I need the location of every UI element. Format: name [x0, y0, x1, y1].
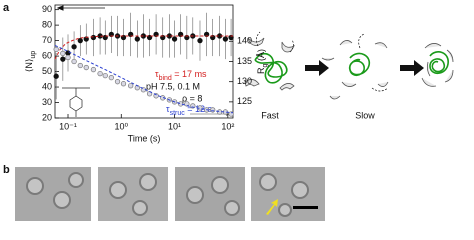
- data-point: [83, 64, 89, 71]
- label-part: R: [256, 67, 266, 74]
- data-point: [184, 101, 190, 107]
- data-point: [171, 36, 178, 42]
- step-label: Fast: [261, 110, 279, 120]
- data-point: [65, 54, 71, 61]
- label-part: up: [30, 51, 37, 59]
- y-tick-label: 90: [42, 4, 52, 14]
- y-tick-label: 50: [42, 66, 52, 76]
- y2-tick-label: 125: [237, 96, 252, 106]
- data-point: [60, 50, 66, 57]
- step-label: Slow: [355, 110, 375, 120]
- panel-label: b: [3, 164, 10, 176]
- inset-structure: [62, 87, 90, 117]
- label-part: τ: [155, 69, 159, 79]
- data-point: [102, 72, 108, 79]
- label-part: = 17 ms: [172, 69, 207, 79]
- data-point: [83, 36, 89, 42]
- x-tick-label: 10¹: [168, 121, 181, 131]
- fit-line: [54, 35, 233, 60]
- y-axis-label: ⟨N⟩up: [24, 51, 36, 72]
- y-tick-label: 20: [42, 112, 52, 122]
- data-point: [134, 36, 140, 42]
- x-tick-label: 10⁻¹: [59, 121, 77, 131]
- data-point: [60, 56, 66, 62]
- data-point: [97, 70, 103, 77]
- data-point: [77, 37, 83, 44]
- arrows: [56, 5, 231, 116]
- annotation: pH 7.5, 0.1 M: [146, 81, 200, 91]
- fit-line: [54, 44, 234, 114]
- y-tick-label: 80: [42, 19, 52, 29]
- data-point: [108, 74, 114, 81]
- data-point: [65, 50, 71, 56]
- data-point: [90, 66, 97, 73]
- label-part: (Å): [256, 49, 266, 64]
- x-axis-label: Time (s): [128, 133, 161, 143]
- data-point: [128, 83, 134, 89]
- data-point: [197, 37, 203, 44]
- micrographs: [15, 167, 325, 221]
- label-part: ⟨N⟩: [24, 59, 34, 73]
- y-tick-label: 40: [42, 81, 52, 91]
- y2-tick-label: 140: [237, 36, 252, 46]
- y2-tick-label: 135: [237, 56, 252, 66]
- x-tick-label: 10⁰: [114, 121, 128, 131]
- label-part: τ: [166, 104, 170, 114]
- data-point: [77, 62, 83, 69]
- data-point: [210, 107, 216, 113]
- label-part: struc: [170, 110, 186, 117]
- y-tick-label: 60: [42, 50, 52, 60]
- panel-label: a: [3, 2, 10, 14]
- data-point: [120, 81, 127, 87]
- y-tick-label: 70: [42, 35, 52, 45]
- data-point: [71, 58, 77, 65]
- y-tick-label: 30: [42, 97, 52, 107]
- annotation: ρ = 8: [182, 93, 202, 103]
- x-tick-label: 10²: [221, 121, 234, 131]
- figure: a b Fast Slow: [3, 2, 454, 221]
- data-point: [71, 44, 77, 50]
- data-point: [53, 73, 59, 79]
- y2-tick-label: 130: [237, 76, 252, 86]
- data-point: [177, 101, 184, 107]
- y2-axis-label: Rg (Å): [256, 49, 268, 74]
- label-part: bind: [159, 75, 172, 82]
- data-point: [114, 79, 121, 85]
- data-point: [222, 36, 229, 42]
- annotation: τbind = 17 ms: [155, 69, 207, 81]
- label-part: g: [262, 63, 269, 67]
- data-point: [90, 34, 97, 41]
- data-point: [53, 46, 59, 53]
- schematic: [244, 31, 454, 100]
